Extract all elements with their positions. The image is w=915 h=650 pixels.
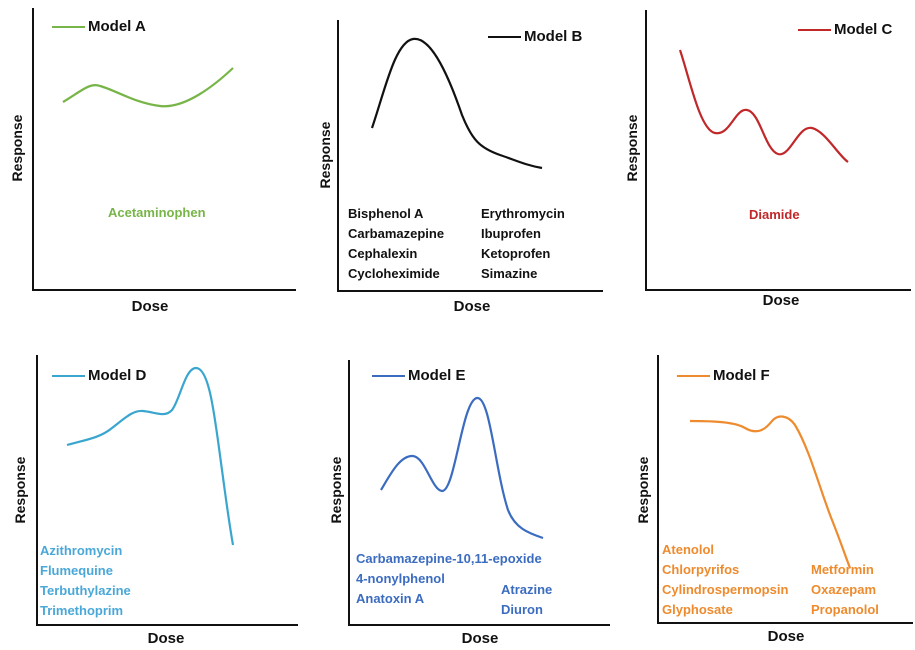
- x-axis-label: Dose: [453, 298, 491, 315]
- x-axis-label: Dose: [767, 628, 805, 645]
- legend-label: Model F: [713, 367, 770, 384]
- chemical-name: Oxazepam: [811, 582, 877, 597]
- legend-swatch: [677, 374, 710, 377]
- chemical-name: Diuron: [501, 602, 543, 617]
- y-axis: [36, 355, 38, 626]
- chemical-name: Anatoxin A: [356, 591, 425, 606]
- x-axis: [645, 289, 911, 291]
- legend-swatch: [52, 25, 85, 28]
- chemical-name: Terbuthylazine: [40, 583, 131, 598]
- chemical-name: Flumequine: [40, 563, 113, 578]
- chemical-list-right: Metformin Oxazepam Propanolol: [811, 560, 879, 620]
- chemical-name: Atrazine: [501, 582, 553, 597]
- chemical-name: Simazine: [481, 266, 538, 281]
- x-axis: [337, 290, 603, 292]
- chemical-name: Ibuprofen: [481, 226, 541, 241]
- chemical-list-right: Erythromycin Ibuprofen Ketoprofen Simazi…: [481, 204, 565, 284]
- y-axis: [645, 10, 647, 291]
- legend-label: Model D: [88, 367, 147, 384]
- legend-label: Model E: [408, 367, 466, 384]
- x-axis-label: Dose: [147, 630, 185, 647]
- legend: Model C: [798, 21, 892, 38]
- chemical-name: Cylindrospermopsin: [662, 582, 789, 597]
- x-axis: [36, 624, 298, 626]
- chemical-list: Azithromycin Flumequine Terbuthylazine T…: [40, 541, 131, 621]
- x-axis: [657, 622, 913, 624]
- chemical-name: Diamide: [749, 207, 800, 222]
- chemical-list: Diamide: [749, 205, 800, 225]
- chemical-name: Acetaminophen: [108, 205, 206, 220]
- chemical-name: Cycloheximide: [348, 266, 440, 281]
- chemical-list-left: Bisphenol A Carbamazepine Cephalexin Cyc…: [348, 204, 444, 284]
- legend: Model E: [372, 367, 466, 384]
- y-axis: [32, 8, 34, 291]
- chemical-name: Atenolol: [662, 542, 714, 557]
- y-axis-label: Response: [635, 456, 651, 524]
- x-axis-label: Dose: [461, 630, 499, 647]
- chemical-name: Glyphosate: [662, 602, 733, 617]
- y-axis: [657, 355, 659, 624]
- chemical-list-left: Carbamazepine-10,11-epoxide 4-nonylpheno…: [356, 549, 542, 609]
- x-axis-label: Dose: [131, 298, 169, 315]
- legend-swatch: [52, 374, 85, 377]
- x-axis: [348, 624, 610, 626]
- x-axis: [32, 289, 296, 291]
- chemical-name: Propanolol: [811, 602, 879, 617]
- chemical-name: Azithromycin: [40, 543, 123, 558]
- y-axis: [348, 360, 350, 626]
- chemical-name: 4-nonylphenol: [356, 571, 445, 586]
- chemical-name: Chlorpyrifos: [662, 562, 740, 577]
- chemical-name: Carbamazepine: [348, 226, 445, 241]
- chemical-name: Ketoprofen: [481, 246, 551, 261]
- chemical-list: Acetaminophen: [108, 203, 206, 223]
- legend-label: Model B: [524, 28, 583, 45]
- legend: Model A: [52, 18, 146, 35]
- legend-swatch: [798, 28, 831, 31]
- legend-label: Model A: [88, 18, 146, 35]
- chemical-name: Erythromycin: [481, 206, 565, 221]
- legend: Model F: [677, 367, 770, 384]
- chemical-list-right: Atrazine Diuron: [501, 580, 552, 620]
- legend-label: Model C: [834, 21, 893, 38]
- x-axis-label: Dose: [762, 292, 800, 309]
- chemical-list-left: Atenolol Chlorpyrifos Cylindrospermopsin…: [662, 540, 788, 620]
- chemical-name: Carbamazepine-10,11-epoxide: [356, 551, 542, 566]
- legend: Model B: [488, 28, 582, 45]
- y-axis: [337, 20, 339, 292]
- legend: Model D: [52, 367, 146, 384]
- chemical-name: Bisphenol A: [348, 206, 424, 221]
- chemical-name: Trimethoprim: [40, 603, 124, 618]
- legend-swatch: [488, 35, 521, 38]
- legend-swatch: [372, 374, 405, 377]
- chemical-name: Cephalexin: [348, 246, 418, 261]
- chemical-name: Metformin: [811, 562, 874, 577]
